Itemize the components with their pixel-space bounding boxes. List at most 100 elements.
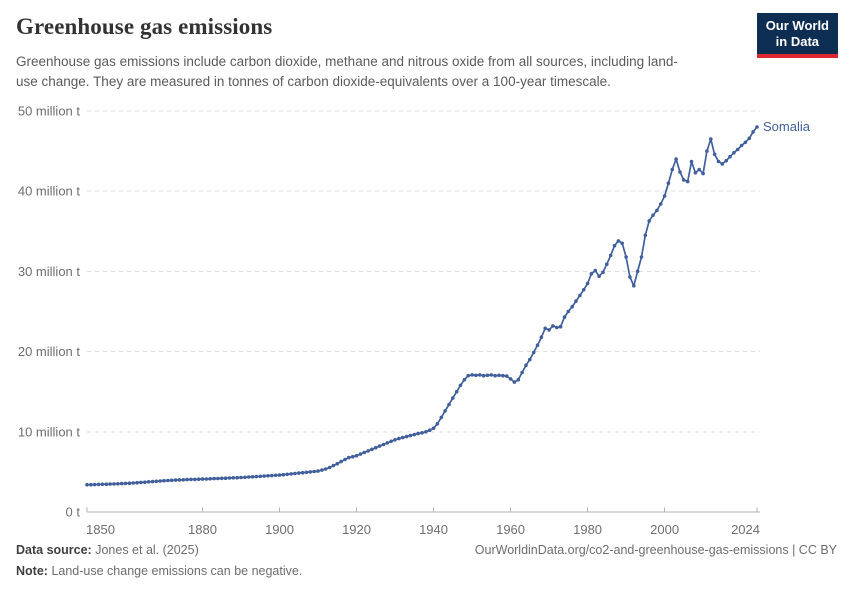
data-point[interactable] bbox=[354, 453, 359, 458]
data-point[interactable] bbox=[246, 475, 251, 479]
data-point[interactable] bbox=[343, 457, 347, 462]
footer-citation-link[interactable]: OurWorldinData.org/co2-and-greenhouse-ga… bbox=[474, 543, 837, 557]
data-point[interactable] bbox=[524, 363, 528, 368]
data-point[interactable] bbox=[470, 373, 474, 377]
data-point[interactable] bbox=[243, 475, 247, 480]
data-point[interactable] bbox=[281, 472, 286, 477]
data-point[interactable] bbox=[285, 472, 290, 477]
data-point[interactable] bbox=[358, 452, 363, 456]
data-point[interactable] bbox=[720, 162, 725, 166]
data-point[interactable] bbox=[755, 125, 759, 129]
data-point[interactable] bbox=[427, 428, 432, 433]
data-point[interactable] bbox=[85, 482, 89, 487]
data-point[interactable] bbox=[685, 179, 690, 184]
data-point[interactable] bbox=[751, 130, 755, 134]
data-point[interactable] bbox=[712, 152, 717, 157]
data-point[interactable] bbox=[297, 471, 301, 475]
data-point[interactable] bbox=[466, 373, 471, 378]
data-point[interactable] bbox=[662, 194, 667, 198]
data-point[interactable] bbox=[335, 461, 340, 466]
data-point[interactable] bbox=[420, 431, 424, 435]
data-point[interactable] bbox=[489, 373, 494, 377]
data-point[interactable] bbox=[655, 208, 659, 213]
data-point[interactable] bbox=[431, 426, 436, 431]
data-point[interactable] bbox=[127, 481, 132, 486]
data-point[interactable] bbox=[350, 454, 355, 459]
data-point[interactable] bbox=[158, 479, 162, 483]
data-point[interactable] bbox=[270, 473, 274, 478]
data-point[interactable] bbox=[589, 272, 594, 276]
data-point[interactable] bbox=[658, 202, 663, 206]
data-point[interactable] bbox=[578, 293, 582, 298]
data-point[interactable] bbox=[139, 480, 143, 485]
data-point[interactable] bbox=[300, 470, 305, 475]
data-point[interactable] bbox=[739, 143, 744, 148]
data-point[interactable] bbox=[709, 137, 713, 141]
data-point[interactable] bbox=[154, 479, 159, 484]
data-point[interactable] bbox=[331, 463, 336, 468]
data-point[interactable] bbox=[362, 450, 367, 455]
data-point[interactable] bbox=[204, 477, 209, 481]
data-point[interactable] bbox=[528, 357, 532, 362]
data-point[interactable] bbox=[119, 481, 124, 486]
data-point[interactable] bbox=[169, 478, 174, 483]
data-point[interactable] bbox=[435, 422, 440, 426]
data-point[interactable] bbox=[535, 343, 540, 348]
data-point[interactable] bbox=[393, 438, 397, 442]
data-point[interactable] bbox=[674, 157, 678, 161]
data-point[interactable] bbox=[200, 477, 205, 481]
data-point[interactable] bbox=[258, 474, 263, 479]
data-point[interactable] bbox=[462, 377, 467, 382]
data-point[interactable] bbox=[585, 281, 590, 286]
data-point[interactable] bbox=[512, 380, 517, 384]
data-point[interactable] bbox=[543, 326, 547, 331]
data-point[interactable] bbox=[181, 478, 186, 482]
data-point[interactable] bbox=[146, 480, 151, 484]
data-point[interactable] bbox=[678, 170, 682, 174]
data-point[interactable] bbox=[131, 481, 135, 485]
data-point[interactable] bbox=[104, 482, 109, 487]
data-point[interactable] bbox=[135, 480, 139, 485]
data-point[interactable] bbox=[682, 178, 686, 182]
data-point[interactable] bbox=[697, 167, 701, 172]
data-point[interactable] bbox=[597, 274, 601, 279]
data-point[interactable] bbox=[92, 482, 97, 487]
data-point[interactable] bbox=[96, 482, 101, 487]
data-point[interactable] bbox=[316, 469, 320, 473]
data-point[interactable] bbox=[223, 476, 228, 481]
data-point[interactable] bbox=[608, 253, 613, 258]
data-point[interactable] bbox=[651, 213, 655, 218]
data-point[interactable] bbox=[424, 430, 428, 434]
data-point[interactable] bbox=[601, 270, 605, 275]
data-point[interactable] bbox=[531, 350, 536, 355]
data-point[interactable] bbox=[227, 476, 232, 480]
data-point[interactable] bbox=[458, 383, 463, 388]
data-point[interactable] bbox=[620, 241, 624, 246]
data-point[interactable] bbox=[612, 243, 617, 248]
data-point[interactable] bbox=[716, 159, 721, 164]
data-point[interactable] bbox=[624, 255, 628, 259]
owid-logo[interactable]: Our World in Data bbox=[756, 13, 838, 58]
data-point[interactable] bbox=[566, 309, 571, 314]
data-point[interactable] bbox=[404, 434, 409, 439]
data-point[interactable] bbox=[408, 433, 413, 438]
data-point[interactable] bbox=[724, 158, 728, 163]
data-point[interactable] bbox=[504, 374, 509, 378]
data-point[interactable] bbox=[320, 468, 324, 472]
data-point[interactable] bbox=[273, 473, 278, 478]
data-point[interactable] bbox=[605, 262, 609, 267]
data-point[interactable] bbox=[593, 268, 598, 273]
data-point[interactable] bbox=[239, 475, 243, 480]
data-point[interactable] bbox=[366, 449, 370, 453]
data-point[interactable] bbox=[647, 219, 651, 223]
data-point[interactable] bbox=[262, 474, 266, 478]
data-point[interactable] bbox=[89, 482, 93, 487]
data-point[interactable] bbox=[562, 315, 567, 319]
data-point[interactable] bbox=[150, 479, 155, 484]
data-point[interactable] bbox=[516, 377, 521, 382]
data-point[interactable] bbox=[632, 284, 636, 288]
data-point[interactable] bbox=[304, 470, 309, 475]
data-point[interactable] bbox=[581, 288, 586, 292]
data-point[interactable] bbox=[389, 439, 394, 444]
